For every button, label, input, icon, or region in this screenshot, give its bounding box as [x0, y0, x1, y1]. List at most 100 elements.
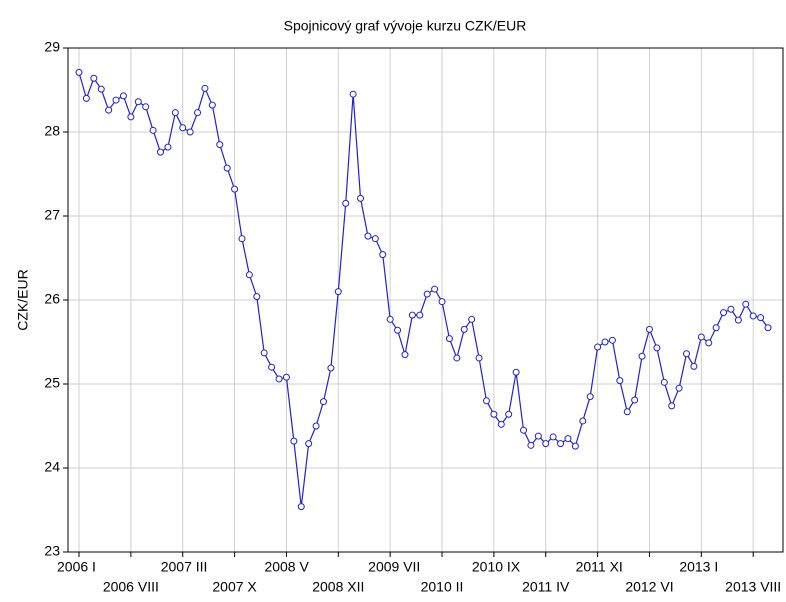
point	[357, 194, 365, 202]
point	[490, 410, 498, 418]
point	[586, 393, 594, 401]
point	[608, 336, 616, 344]
point	[90, 74, 98, 82]
point	[416, 311, 424, 319]
point	[319, 398, 327, 406]
point	[557, 440, 565, 448]
point	[179, 124, 187, 132]
point	[149, 126, 157, 134]
point	[253, 293, 261, 301]
x-tick-label: 2007 III	[161, 559, 208, 575]
point	[520, 426, 528, 434]
point	[616, 377, 624, 385]
point	[712, 324, 720, 332]
point	[571, 442, 579, 450]
x-tick-label: 2006 I	[57, 559, 96, 575]
point	[282, 373, 290, 381]
point	[475, 354, 483, 362]
x-tick-label: 2012 VI	[625, 579, 673, 595]
y-tick-label: 24	[44, 459, 60, 475]
point	[97, 85, 105, 93]
point	[82, 94, 90, 102]
point	[683, 350, 691, 358]
y-tick-label: 28	[44, 123, 60, 139]
point	[594, 343, 602, 351]
point	[631, 396, 639, 404]
y-tick-label: 25	[44, 375, 60, 391]
x-tick-label: 2011 XI	[576, 559, 623, 575]
y-tick-label: 23	[44, 543, 60, 559]
point	[208, 101, 216, 109]
x-tick-label: 2010 IX	[472, 559, 521, 575]
point	[364, 232, 372, 240]
point	[690, 362, 698, 370]
point	[638, 352, 646, 360]
point	[653, 344, 661, 352]
point	[223, 164, 231, 172]
point	[705, 339, 713, 347]
point	[720, 309, 728, 317]
point	[431, 285, 439, 293]
x-tick-label: 2013 I	[679, 559, 718, 575]
point	[312, 422, 320, 430]
point	[394, 326, 402, 334]
point	[757, 314, 765, 322]
point	[231, 185, 239, 193]
point	[742, 300, 750, 308]
point	[216, 141, 224, 149]
point	[564, 435, 572, 443]
point	[408, 311, 416, 319]
point	[445, 335, 453, 343]
point	[194, 109, 202, 117]
point	[542, 440, 550, 448]
point	[379, 251, 387, 259]
point	[468, 315, 476, 323]
point	[349, 90, 357, 98]
point	[675, 384, 683, 392]
point	[497, 420, 505, 428]
point	[268, 363, 276, 371]
x-tick-label: 2008 V	[264, 559, 309, 575]
point	[134, 98, 142, 106]
point	[105, 106, 113, 114]
point	[423, 290, 431, 298]
point	[749, 312, 757, 320]
point	[734, 316, 742, 324]
point	[668, 402, 676, 410]
point	[386, 315, 394, 323]
x-tick-label: 2011 IV	[522, 579, 570, 595]
chart-title: Spojnicový graf vývoje kurzu CZK/EUR	[284, 18, 527, 34]
point	[75, 68, 83, 76]
point	[601, 338, 609, 346]
point	[697, 333, 705, 341]
x-tick-label: 2008 XII	[312, 579, 364, 595]
point	[112, 96, 120, 104]
point	[245, 271, 253, 279]
point	[401, 351, 409, 359]
point	[764, 324, 772, 332]
point	[334, 288, 342, 296]
point	[527, 441, 535, 449]
point	[201, 84, 209, 92]
point	[290, 437, 298, 445]
point	[260, 349, 268, 357]
point	[534, 432, 542, 440]
point	[186, 128, 194, 136]
x-tick-label: 2007 X	[212, 579, 257, 595]
point	[505, 410, 513, 418]
point	[238, 235, 246, 243]
point	[549, 433, 557, 441]
point	[327, 364, 335, 372]
point	[660, 378, 668, 386]
point	[623, 408, 631, 416]
point	[305, 440, 313, 448]
x-tick-label: 2006 VIII	[103, 579, 159, 595]
point	[297, 503, 305, 511]
y-tick-label: 29	[44, 39, 60, 55]
point	[142, 103, 150, 111]
point	[460, 325, 468, 333]
point	[727, 305, 735, 313]
point	[438, 298, 446, 306]
point	[371, 235, 379, 243]
